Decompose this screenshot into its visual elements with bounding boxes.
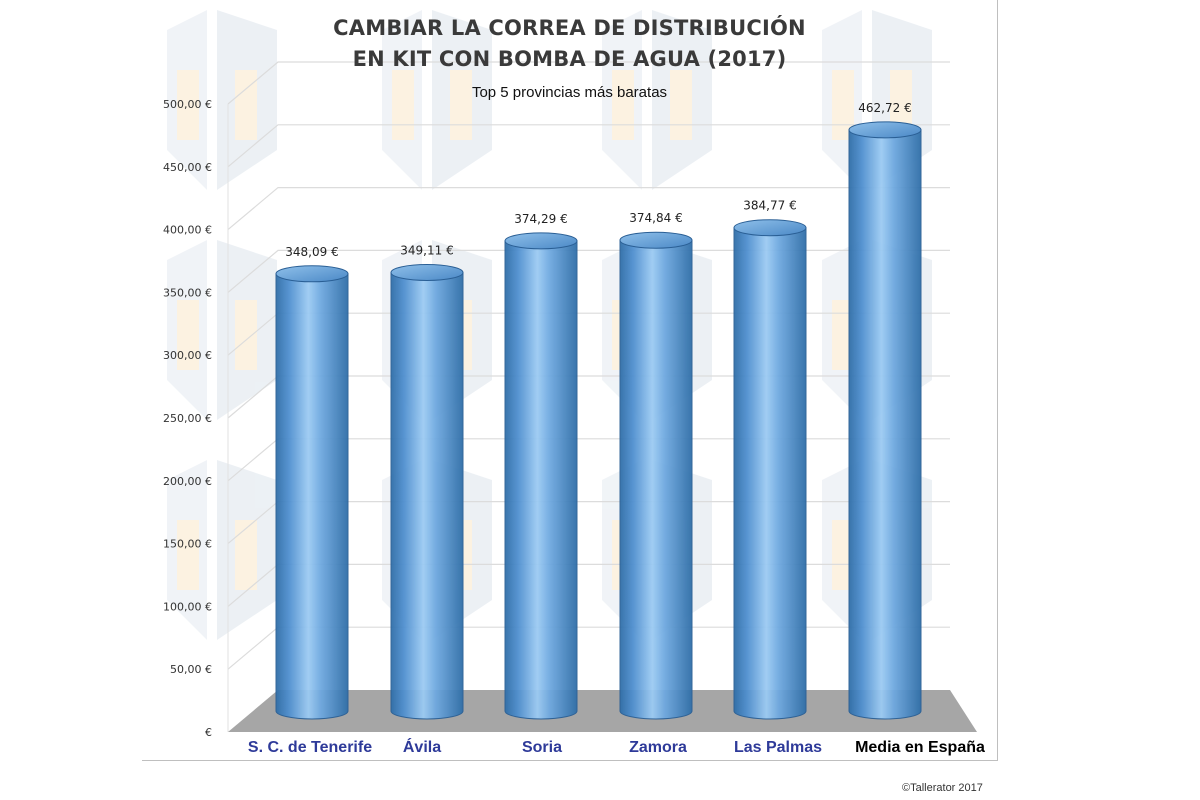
category-label: Zamora — [629, 739, 687, 756]
y-tick-label: 50,00 € — [170, 663, 212, 676]
y-tick-label: 100,00 € — [163, 600, 212, 613]
category-label: S. C. de Tenerife — [248, 739, 372, 756]
chart-title-line-2: EN KIT CON BOMBA DE AGUA (2017) — [352, 47, 787, 71]
bar--vila — [390, 264, 464, 720]
watermark-shield-icon — [382, 10, 492, 190]
bar-media-en-espa-a — [848, 121, 922, 720]
category-label: Soria — [522, 739, 562, 756]
category-labels: S. C. de Tenerife Ávila Soria Zamora Las Pal… — [248, 737, 985, 756]
data-labels: 348,09 € 349,11 € 374,29 € 374,84 € 384,77 €… — [285, 101, 911, 259]
gridline — [227, 249, 950, 293]
y-tick-label: 450,00 € — [163, 161, 212, 174]
bar-soria — [504, 232, 578, 720]
y-tick-label: 400,00 € — [163, 224, 212, 237]
credit-text: ©Tallerator 2017 — [902, 782, 983, 794]
y-tick-label: 150,00 € — [163, 538, 212, 551]
chart-svg: €50,00 € 100,00 € 150,00 € 200,00 € 250,00 €… — [163, 10, 985, 756]
category-label: Las Palmas — [734, 739, 822, 756]
watermark-shield-icon — [167, 240, 277, 420]
gridline — [227, 124, 950, 168]
data-label: 374,84 € — [629, 211, 682, 225]
chart-frame: €50,00 € 100,00 € 150,00 € 200,00 € 250,00 €… — [142, 0, 998, 761]
chart-subtitle: Top 5 provincias más baratas — [471, 84, 668, 101]
gridline — [227, 61, 950, 105]
y-tick-label: 350,00 € — [163, 286, 212, 299]
bar-las-palmas — [733, 219, 807, 720]
gridline — [227, 187, 950, 231]
data-label: 374,29 € — [514, 212, 567, 226]
y-tick-label: 250,00 € — [163, 412, 212, 425]
y-tick-label: 200,00 € — [163, 475, 212, 488]
bar-zamora — [619, 231, 693, 720]
chart-title-line-1: CAMBIAR LA CORREA DE DISTRIBUCIÓN — [333, 16, 806, 40]
y-tick-label: € — [205, 726, 212, 739]
category-label: Ávila — [403, 737, 441, 756]
data-label: 348,09 € — [285, 245, 338, 259]
data-label: 384,77 € — [743, 199, 796, 213]
watermark-shield-icon — [167, 460, 277, 640]
data-label: 462,72 € — [858, 101, 911, 115]
y-tick-label: 300,00 € — [163, 349, 212, 362]
bar-s-c-de-tenerife — [275, 265, 349, 720]
bars — [275, 121, 922, 720]
watermark-shield-icon — [167, 10, 277, 190]
watermark-shield-icon — [602, 10, 712, 190]
category-label: Media en España — [855, 739, 985, 756]
y-tick-label: 500,00 € — [163, 98, 212, 111]
data-label: 349,11 € — [400, 244, 453, 258]
y-axis-tick-labels: €50,00 € 100,00 € 150,00 € 200,00 € 250,00 €… — [163, 98, 212, 739]
